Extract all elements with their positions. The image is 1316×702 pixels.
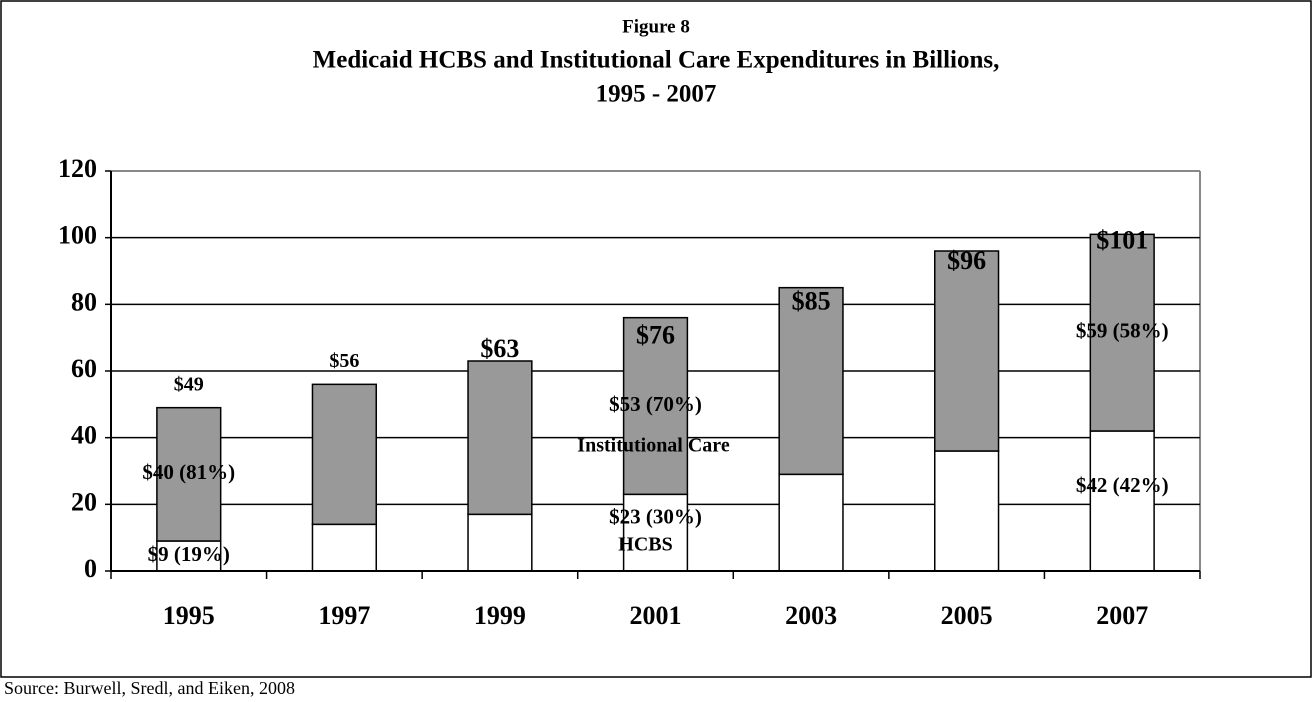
total-label: $63 [480, 334, 519, 363]
x-tick-label: 1995 [163, 601, 215, 630]
figure-label: Figure 8 [622, 16, 690, 37]
x-tick-label: 2003 [785, 601, 837, 630]
source: Source: Burwell, Sredl, and Eiken, 2008 [4, 678, 295, 698]
y-tick-label: 0 [84, 554, 97, 583]
y-tick-label: 80 [71, 287, 97, 316]
y-tick-label: 100 [58, 221, 97, 250]
chart-subtitle: 1995 - 2007 [596, 81, 717, 108]
chart-title: Medicaid HCBS and Institutional Care Exp… [313, 47, 1000, 74]
total-label: $101 [1096, 225, 1148, 254]
bar-segment [1089, 233, 1155, 432]
bar-segment [934, 450, 1000, 572]
x-tick-label: 2001 [630, 601, 682, 630]
x-tick-label: 2007 [1096, 601, 1148, 630]
bar-segment [1089, 430, 1155, 572]
series-annotation: HCBS [618, 534, 672, 556]
bar-segment [934, 250, 1000, 452]
bar-segment [311, 523, 377, 572]
y-tick-label: 120 [58, 154, 97, 183]
series-annotation: Institutional Care [577, 435, 730, 457]
total-label: $85 [792, 287, 831, 316]
bar-segment [156, 540, 222, 572]
x-tick-label: 1999 [474, 601, 526, 630]
total-label: $96 [947, 246, 986, 275]
data-label: $23 (30%) [609, 504, 702, 528]
x-tick-label: 1997 [318, 601, 370, 630]
bar-segment [778, 473, 844, 572]
bar-segment [156, 406, 222, 542]
y-tick-label: 60 [71, 354, 97, 383]
frame [0, 0, 1312, 678]
data-label: $9 (19%) [148, 542, 230, 566]
total-label: $56 [329, 350, 359, 372]
data-label: $40 (81%) [142, 460, 235, 484]
bar-segment [622, 316, 689, 496]
total-label: $76 [636, 321, 675, 350]
x-tick-label: 2005 [941, 601, 993, 630]
total-label: $49 [174, 373, 204, 395]
data-label: $53 (70%) [609, 392, 702, 416]
bar-segment [622, 493, 689, 572]
y-tick-label: 20 [71, 487, 97, 516]
data-label: $59 (58%) [1076, 318, 1169, 342]
bar-segment [311, 383, 377, 526]
bar-segment [778, 286, 844, 476]
y-tick-label: 40 [71, 421, 97, 450]
bar-segment [467, 360, 533, 516]
data-label: $42 (42%) [1076, 473, 1169, 497]
bar-segment [467, 513, 533, 572]
